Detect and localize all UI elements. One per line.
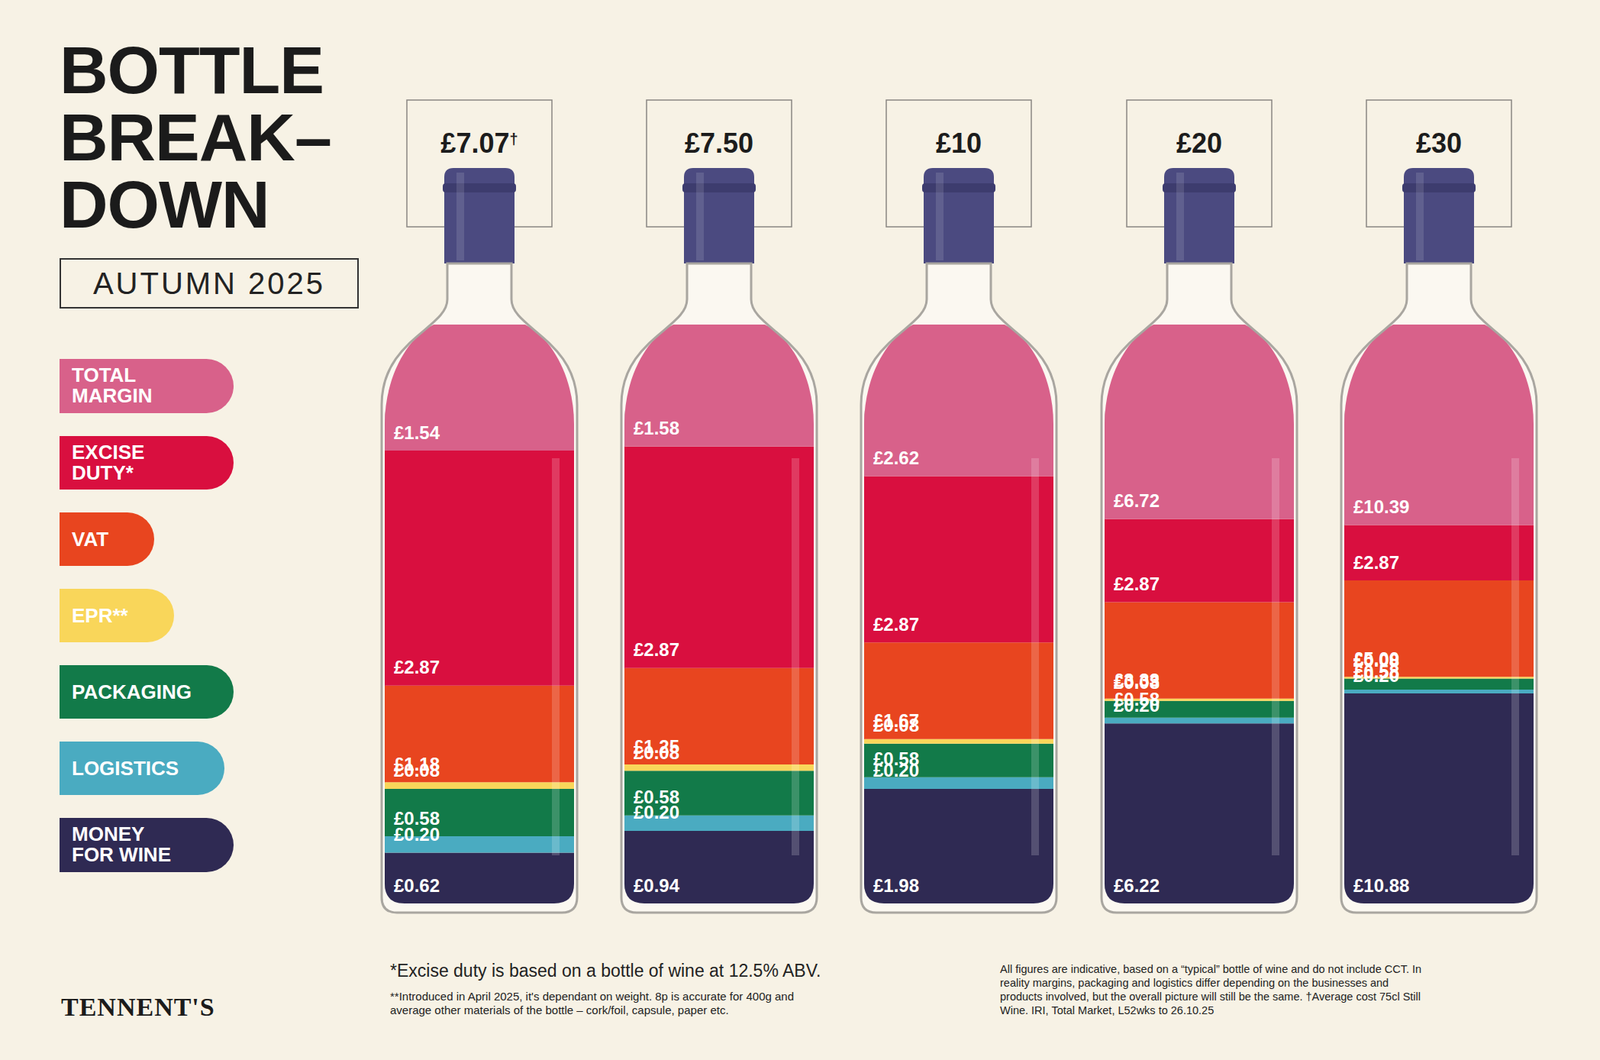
svg-text:£1.67: £1.67 [873,709,920,731]
svg-text:£0.58: £0.58 [393,807,440,829]
svg-text:£2.62: £2.62 [873,447,920,468]
svg-text:£0.58: £0.58 [1353,660,1400,682]
svg-text:£1.58: £1.58 [633,417,680,439]
svg-text:£6.72: £6.72 [1113,490,1160,511]
html-text:AUTUMN 2025: AUTUMN 2025 [93,266,326,300]
html-text:**Introduced in April 2025, it: **Introduced in April 2025, it's dependa… [390,989,794,1017]
svg-text:£30: £30 [1416,127,1462,159]
svg-text:£1.18: £1.18 [393,753,440,775]
html-text:EPR**: EPR** [71,603,129,627]
svg-text:£2.87: £2.87 [1353,551,1400,573]
html-text:DOWN: DOWN [59,166,270,242]
svg-text:£3.33: £3.33 [1113,669,1160,691]
html-text:TOTAL MARGIN: TOTAL MARGIN [71,363,153,408]
svg-text:£0.20: £0.20 [633,801,680,823]
svg-text:£5.00: £5.00 [1353,648,1400,669]
svg-text:£10.88: £10.88 [1353,874,1410,896]
html-text:LOGISTICS: LOGISTICS [71,756,179,780]
svg-text:£2.87: £2.87 [873,613,920,635]
html-text:VAT: VAT [71,527,109,550]
svg-text:£2.87: £2.87 [1113,573,1160,594]
svg-text:£7.50: £7.50 [684,127,754,159]
svg-text:£1.98: £1.98 [873,874,920,896]
html-text:BOTTLE: BOTTLE [59,32,324,108]
svg-text:£20: £20 [1176,127,1223,159]
svg-text:£0.20: £0.20 [393,823,440,845]
html-text:*Excise duty is based on a bot: *Excise duty is based on a bottle of win… [390,960,821,981]
html-text:MONEY FOR WINE: MONEY FOR WINE [71,822,171,867]
svg-text:£2.87: £2.87 [633,638,680,660]
svg-text:£7.07†: £7.07† [440,127,518,159]
svg-text:£6.22: £6.22 [1113,874,1160,896]
svg-text:£0.94: £0.94 [633,874,681,896]
html-text:BREAK–: BREAK– [59,99,332,175]
html-text:EXCISE DUTY*: EXCISE DUTY* [71,440,145,484]
svg-text:£10: £10 [935,127,982,159]
svg-text:£10.39: £10.39 [1353,496,1410,517]
svg-text:£1.54: £1.54 [393,422,441,443]
svg-text:£1.25: £1.25 [633,735,680,757]
html-text:TENNENT'S: TENNENT'S [61,992,216,1021]
svg-text:£0.58: £0.58 [873,748,920,769]
svg-text:£2.87: £2.87 [393,656,440,678]
svg-text:£0.58: £0.58 [1113,688,1160,710]
svg-text:£0.20: £0.20 [873,759,920,781]
svg-text:£0.58: £0.58 [633,786,680,807]
html-text:All figures are indicative, ba: All figures are indicative, based on a “… [1000,962,1422,1017]
html-text:PACKAGING: PACKAGING [71,679,192,703]
svg-text:£0.62: £0.62 [393,874,440,896]
